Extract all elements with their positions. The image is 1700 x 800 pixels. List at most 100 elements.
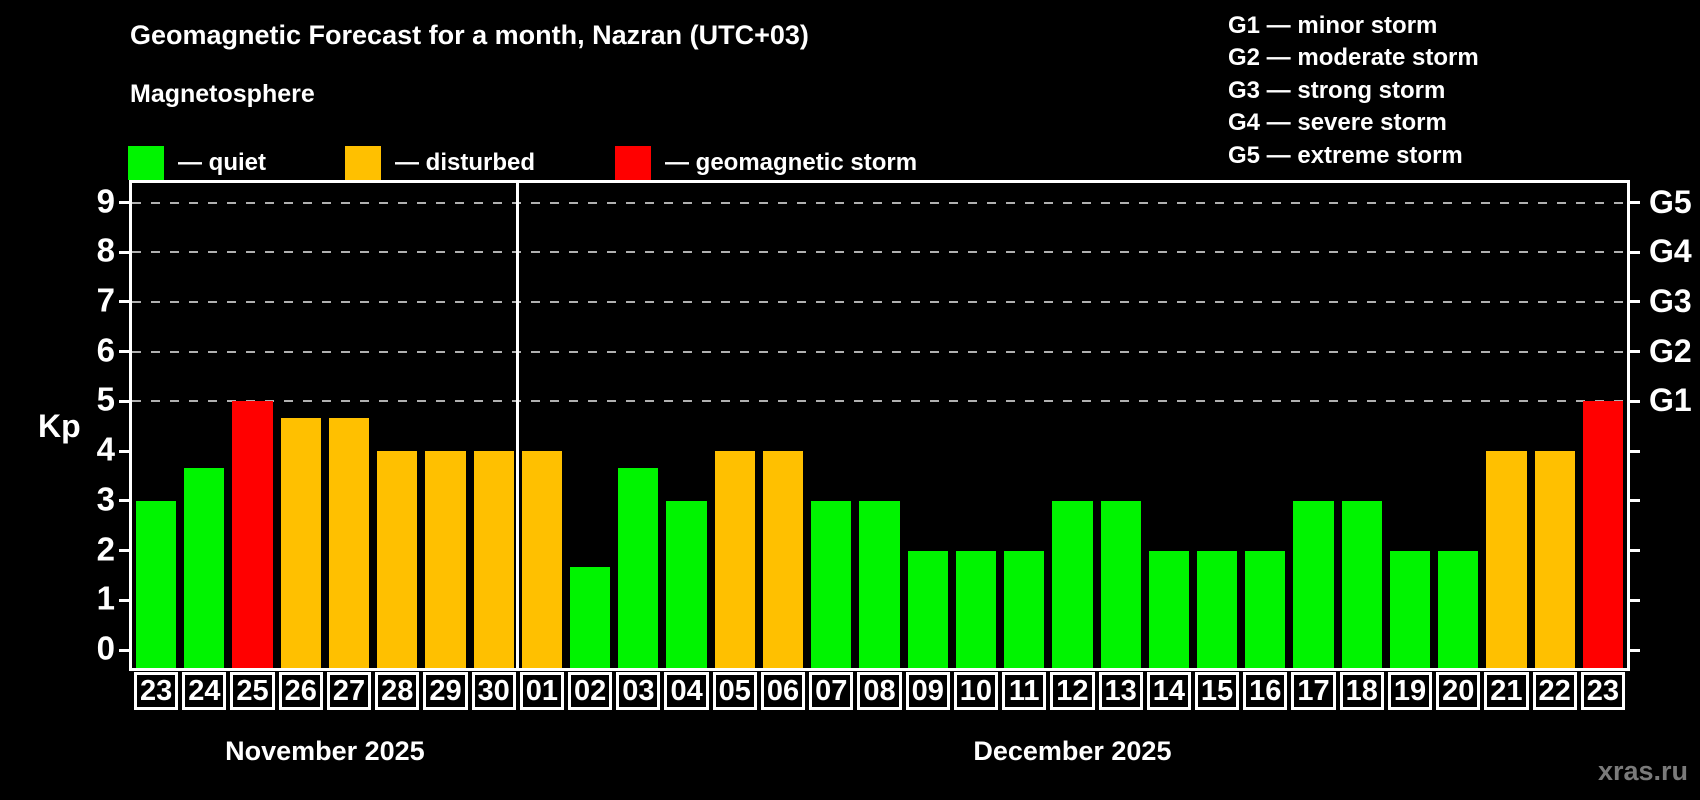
- day-label-dec-18: 18: [1339, 672, 1384, 710]
- day-label-dec-06: 06: [760, 672, 806, 710]
- y-tick-right-1: [1627, 598, 1640, 602]
- y-tick-label-8: 8: [96, 231, 115, 269]
- kp-bar-01: [521, 451, 563, 668]
- month-separator-line: [516, 183, 520, 668]
- kp-bar-23: [136, 500, 177, 668]
- kp-bar-17: [1293, 500, 1334, 668]
- legend-label-storm: — geomagnetic storm: [665, 149, 918, 176]
- kp-bar-25: [232, 401, 273, 668]
- g-tick-label-g3: G3: [1649, 282, 1692, 319]
- g-tick-label-g1: G1: [1649, 382, 1692, 419]
- kp-bar-28: [377, 451, 418, 668]
- kp-bar-02: [570, 566, 611, 668]
- day-label-dec-08: 08: [857, 672, 902, 710]
- y-tick-label-9: 9: [96, 181, 115, 219]
- y-tick-label-6: 6: [96, 331, 115, 369]
- y-tick-right-9: [1627, 201, 1640, 205]
- y-tick-label-7: 7: [96, 281, 115, 319]
- y-tick-right-4: [1627, 449, 1640, 453]
- kp-bar-18: [1341, 500, 1382, 668]
- day-label-dec-14: 14: [1146, 672, 1191, 710]
- month-label-december: December 2025: [973, 736, 1172, 766]
- day-label-dec-22: 22: [1532, 672, 1577, 710]
- kp-bar-04: [666, 500, 707, 668]
- disturbed-swatch-icon: [345, 146, 381, 180]
- day-label-nov-30: 30: [471, 672, 516, 710]
- g-tick-label-g2: G2: [1649, 332, 1692, 369]
- day-label-dec-12: 12: [1050, 672, 1095, 710]
- y-tick-left-2: [119, 549, 132, 553]
- day-label-dec-09: 09: [905, 672, 950, 710]
- kp-bar-29: [425, 451, 466, 668]
- kp-bar-11: [1004, 550, 1045, 668]
- quiet-swatch-icon: [128, 146, 164, 180]
- day-label-nov-24: 24: [182, 672, 227, 710]
- gridline-kp5: [132, 400, 1627, 403]
- kp-bar-05: [714, 451, 755, 668]
- y-tick-left-3: [119, 499, 132, 503]
- y-tick-left-7: [119, 300, 132, 304]
- y-tick-right-2: [1627, 549, 1640, 553]
- y-tick-label-0: 0: [96, 629, 115, 667]
- kp-bar-21: [1486, 451, 1527, 668]
- kp-bar-13: [1100, 500, 1141, 668]
- kp-bar-15: [1196, 550, 1238, 668]
- day-label-nov-27: 27: [326, 672, 372, 710]
- y-tick-label-2: 2: [96, 530, 115, 568]
- g-legend-line-g1: G1 — minor storm: [1228, 12, 1438, 39]
- day-label-nov-29: 29: [423, 672, 468, 710]
- gridline-kp8: [132, 251, 1627, 254]
- g-tick-label-g4: G4: [1649, 232, 1692, 269]
- day-label-dec-05: 05: [712, 672, 757, 710]
- y-tick-right-3: [1627, 499, 1640, 503]
- kp-bar-14: [1148, 550, 1189, 668]
- month-label-november: November 2025: [225, 736, 425, 766]
- day-label-dec-03: 03: [616, 672, 661, 710]
- day-label-nov-26: 26: [278, 672, 323, 710]
- day-label-nov-23: 23: [134, 672, 179, 710]
- watermark: xras.ru: [1597, 756, 1688, 786]
- day-label-dec-13: 13: [1098, 672, 1143, 710]
- kp-bar-20: [1438, 550, 1479, 668]
- plot-area: [129, 180, 1630, 671]
- day-label-dec-11: 11: [1002, 672, 1047, 710]
- day-label-dec-16: 16: [1243, 672, 1288, 710]
- y-tick-label-1: 1: [96, 579, 115, 617]
- day-label-dec-02: 02: [568, 672, 613, 710]
- kp-bar-07: [811, 500, 852, 668]
- kp-bar-09: [907, 550, 948, 668]
- storm-swatch-icon: [615, 146, 651, 180]
- day-label-dec-17: 17: [1291, 672, 1336, 710]
- y-tick-left-9: [119, 201, 132, 205]
- kp-bar-06: [762, 451, 804, 668]
- y-tick-left-4: [119, 449, 132, 453]
- y-tick-label-3: 3: [96, 480, 115, 518]
- kp-bar-24: [184, 467, 225, 668]
- kp-bar-19: [1389, 550, 1431, 668]
- legend-item-quiet: — quiet: [128, 144, 266, 182]
- chart-title: Geomagnetic Forecast for a month, Nazran…: [130, 20, 809, 50]
- g-legend-line-g3: G3 — strong storm: [1228, 76, 1446, 104]
- legend-item-storm: — geomagnetic storm: [615, 144, 917, 182]
- g-tick-label-g5: G5: [1649, 183, 1692, 220]
- y-tick-right-8: [1627, 250, 1640, 254]
- y-tick-right-6: [1627, 350, 1640, 354]
- kp-bar-23: [1582, 401, 1623, 668]
- chart-subtitle: Magnetosphere: [130, 80, 315, 108]
- y-tick-left-8: [119, 250, 132, 254]
- y-tick-left-0: [119, 648, 132, 652]
- day-label-nov-25: 25: [230, 672, 275, 710]
- kp-bar-03: [618, 467, 659, 668]
- legend-label-disturbed: — disturbed: [395, 149, 536, 176]
- kp-bar-12: [1052, 500, 1093, 668]
- day-label-dec-21: 21: [1484, 672, 1529, 710]
- legend-item-disturbed: — disturbed: [345, 144, 535, 182]
- day-label-dec-15: 15: [1194, 672, 1240, 710]
- g-legend-line-g5: G5 — extreme storm: [1228, 141, 1463, 169]
- day-label-dec-10: 10: [953, 672, 999, 710]
- y-tick-right-0: [1627, 648, 1640, 652]
- kp-bar-10: [955, 550, 997, 668]
- kp-bar-22: [1534, 451, 1575, 668]
- kp-bar-30: [473, 451, 514, 668]
